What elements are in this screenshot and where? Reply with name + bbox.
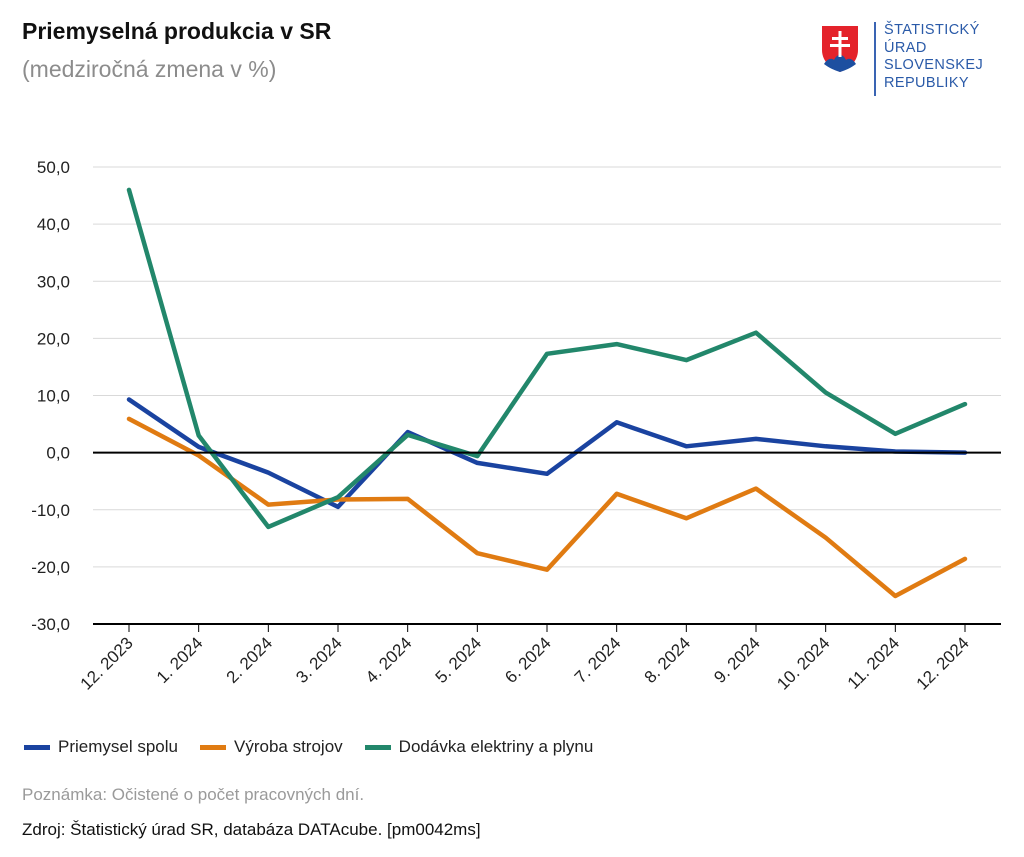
line-chart: 50,0 40,0 30,0 20,0 10,0 -10,0 -20,0 -30,0 0,0 12… [31,158,1001,694]
x-tick-label: 1. 2024 [153,633,207,687]
x-tick-label: 9. 2024 [710,633,764,687]
legend-swatch [24,744,50,750]
statistical-office-logo[interactable]: ŠTATISTICKÝ ÚRAD SLOVENSKEJ REPUBLIKY [818,22,1008,98]
footnote: Poznámka: Očistené o počet pracovných dn… [22,785,365,804]
chart-subtitle: (medziročná zmena v %) [22,56,277,82]
x-tick-label: 11. 2024 [844,633,903,692]
chart-title: Priemyselná produkcia v SR [22,18,332,44]
y-tick-label: 50,0 [37,158,70,177]
legend-swatch [200,744,226,750]
legend-label: Priemysel spolu [58,737,178,756]
x-tick-label: 7. 2024 [571,633,625,687]
source-note: Zdroj: Štatistický úrad SR, databáza DAT… [22,820,481,839]
slovak-coat-of-arms-icon [819,23,861,76]
x-tick-label: 2. 2024 [223,633,277,687]
y-tick-label: 30,0 [37,272,70,291]
x-tick-label: 12. 2024 [913,633,973,693]
logo-divider [874,22,876,96]
legend-label: Dodávka elektriny a plynu [398,737,594,756]
x-tick-label: 10. 2024 [773,633,833,693]
logo-line: REPUBLIKY [884,74,969,91]
series-line-2 [126,187,968,530]
chart-legend: Priemysel spolu Výroba strojov Dodávka e… [24,737,615,757]
logo-line: SLOVENSKEJ [884,57,984,73]
y-tick-label: 10,0 [37,387,70,406]
legend-swatch [364,744,391,750]
y-tick-label: -30,0 [31,615,70,634]
series-line-1 [126,416,968,599]
logo-line: ÚRAD [884,39,927,56]
x-tick-label: 8. 2024 [641,633,695,687]
legend-label: Výroba strojov [234,737,343,756]
x-tick-label: 12. 2023 [77,633,137,693]
y-tick-label: -20,0 [31,558,70,577]
y-tick-label: 0,0 [46,444,70,463]
x-tick-label: 6. 2024 [501,633,555,687]
logo-line: ŠTATISTICKÝ [884,22,980,38]
legend-item-dodavka-elektriny-a-plynu[interactable]: Dodávka elektriny a plynu [364,737,594,757]
series-line-0 [126,397,968,510]
legend-item-vyroba-strojov[interactable]: Výroba strojov [200,737,343,757]
x-tick-label: 5. 2024 [432,633,486,687]
x-tick-label: 3. 2024 [292,633,346,687]
y-tick-label: 20,0 [37,329,70,348]
logo-text: ŠTATISTICKÝ ÚRAD SLOVENSKEJ REPUBLIKY [884,22,983,92]
legend-item-priemysel-spolu[interactable]: Priemysel spolu [24,737,178,757]
x-tick-label: 4. 2024 [362,633,416,687]
y-tick-label: -10,0 [31,501,70,520]
y-tick-label: 40,0 [37,215,70,234]
